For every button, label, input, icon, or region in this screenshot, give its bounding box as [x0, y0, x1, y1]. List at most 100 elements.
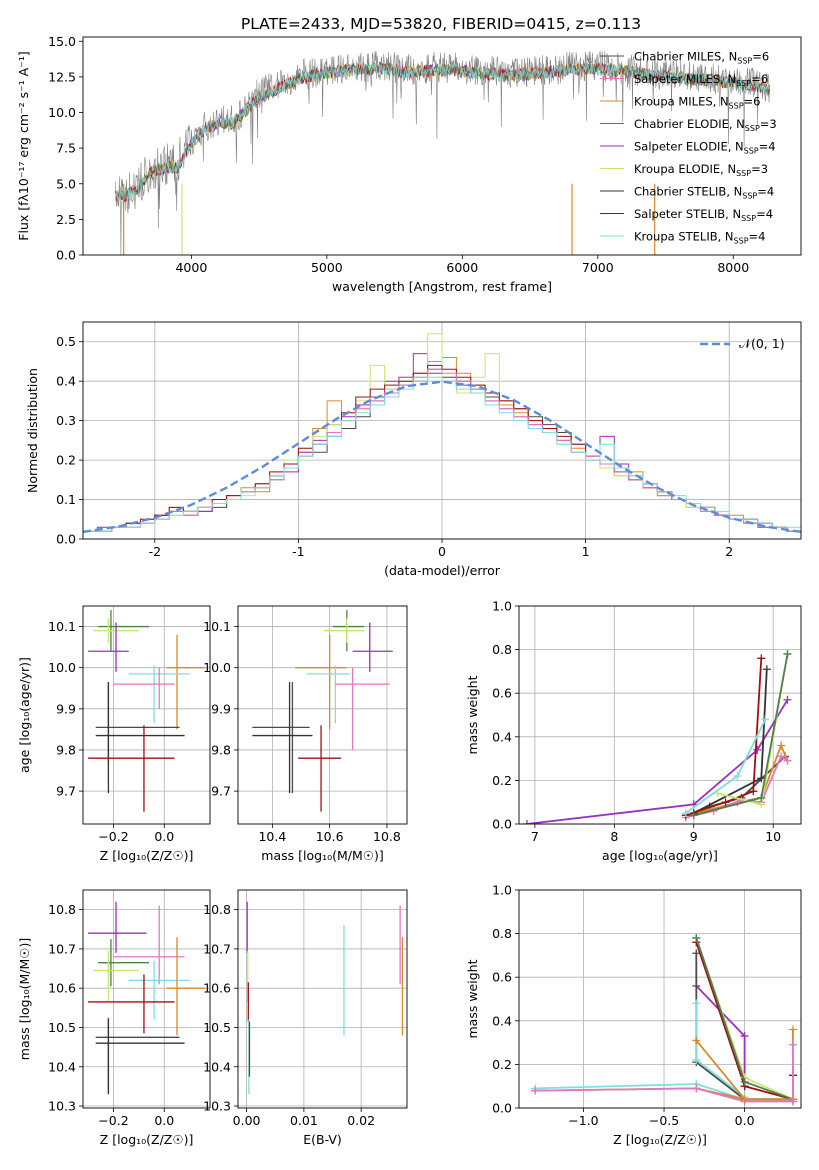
- model-spectrum-line: [115, 61, 771, 202]
- plus-marker: [721, 798, 730, 807]
- y-tick-label: 10.0: [203, 660, 231, 675]
- y-axis-label: age [log₁₀(age/yr)]: [17, 657, 32, 773]
- y-tick-label: 0.2: [492, 773, 512, 788]
- x-axis-label: E(B-V): [303, 1132, 342, 1147]
- x-tick-label: −0.2: [98, 829, 128, 844]
- plus-marker: [757, 654, 766, 663]
- x-tick-label: -1: [292, 544, 304, 559]
- errorbar-point: [95, 1019, 185, 1095]
- x-tick-label: 0.01: [290, 1113, 318, 1128]
- y-tick-label: 0.4: [492, 1013, 512, 1028]
- errorbar-point: [88, 974, 175, 1034]
- axes-frame: [82, 36, 802, 256]
- y-tick-label: 0.0: [492, 1101, 512, 1116]
- x-tick-label: 0.00: [233, 1113, 261, 1128]
- y-tick-label: 0.0: [56, 248, 76, 263]
- plot-area: [246, 901, 404, 1095]
- axes-frame: [82, 605, 211, 825]
- x-tick-label: 5000: [311, 260, 343, 275]
- legend-label: Chabrier STELIB, NSSP=4: [634, 185, 774, 201]
- errorbar-point: [352, 622, 393, 672]
- plus-marker: [681, 809, 690, 818]
- plus-marker: [757, 793, 766, 802]
- plus-marker: [777, 752, 786, 761]
- legend-label: Kroupa ELODIE, NSSP=3: [634, 162, 768, 178]
- y-tick-label: 0.0: [492, 817, 512, 832]
- y-tick-label: 10.5: [203, 1020, 231, 1035]
- y-tick-label: 10.4: [48, 1059, 76, 1074]
- axes-frame: [237, 605, 408, 825]
- x-tick-label: 0.0: [735, 1113, 755, 1128]
- y-tick-label: 10.8: [48, 902, 76, 917]
- panel-mass_vs_ebv: 0.00 0.01 0.02 10.3 10.4 10.5 10.6 10.7 10.8 E(B-…: [203, 889, 408, 1147]
- plus-marker: [733, 772, 742, 781]
- errorbar-point: [323, 618, 365, 644]
- y-tick-label: 0.6: [492, 686, 512, 701]
- axes-frame: [82, 321, 802, 540]
- x-tick-label: −0.2: [98, 1113, 128, 1128]
- x-axis-label: mass [log₁₀(M/M☉)]: [261, 848, 383, 863]
- x-tick-label: 0.02: [347, 1113, 375, 1128]
- plus-marker: [692, 949, 701, 958]
- panel-weight_vs_age: 7 8 9 10 0.0 0.2 0.4 0.6 0.8 1.0 age [log₁₀(age/yr…: [465, 599, 802, 863]
- y-axis-label: mass weight: [465, 959, 480, 1038]
- y-tick-label: 0.8: [492, 926, 512, 941]
- plus-marker: [788, 1025, 797, 1034]
- axes-frame: [237, 889, 408, 1109]
- panel-spectrum: 4000 5000 6000 7000 8000 0.0 2.5 5.0 7.5 10.0 12.5…: [16, 34, 802, 294]
- x-tick-label: 10.4: [258, 829, 286, 844]
- plus-marker: [692, 999, 701, 1008]
- y-tick-label: 0.4: [492, 729, 512, 744]
- x-axis-label: wavelength [Angstrom, rest frame]: [332, 279, 552, 294]
- x-tick-label: −0.5: [649, 1113, 679, 1128]
- y-tick-label: 0.4: [56, 374, 76, 389]
- plus-marker: [740, 1077, 749, 1086]
- plot-area: [252, 610, 393, 812]
- y-tick-label: 9.9: [211, 701, 231, 716]
- x-tick-label: 7000: [582, 260, 614, 275]
- legend-label: 𝒩(0, 1): [739, 336, 785, 351]
- plus-marker: [757, 774, 766, 783]
- plot-area: [88, 901, 205, 1095]
- mass-weight-line: [685, 658, 763, 817]
- legend-label: Salpeter MILES, NSSP=6: [634, 72, 768, 88]
- errorbar-point: [113, 905, 185, 985]
- y-tick-label: 0.2: [492, 1057, 512, 1072]
- y-tick-label: 15.0: [48, 34, 76, 49]
- x-tick-label: 6000: [446, 260, 478, 275]
- y-tick-label: 0.6: [492, 970, 512, 985]
- mass-weight-line: [685, 755, 786, 817]
- y-tick-label: 9.9: [56, 701, 76, 716]
- y-axis-label: mass weight: [465, 675, 480, 754]
- x-tick-label: 8000: [717, 260, 749, 275]
- mass-weight-line: [535, 1087, 793, 1103]
- y-tick-label: 10.4: [203, 1059, 231, 1074]
- y-tick-label: 10.1: [48, 619, 76, 634]
- plot-area: [531, 933, 797, 1106]
- x-tick-label: 7: [531, 829, 539, 844]
- x-tick-label: 8: [610, 829, 618, 844]
- panel-residuals: -2 -1 0 1 2 0.0 0.1 0.2 0.3 0.4 0.5 (data-model)/er…: [25, 321, 802, 578]
- residual-histogram: [83, 376, 801, 539]
- errorbar-point: [335, 667, 390, 750]
- plus-marker: [740, 1095, 749, 1104]
- normal-curve: [83, 380, 801, 534]
- plus-marker: [788, 1097, 797, 1106]
- legend: Chabrier MILES, NSSP=6 Salpeter MILES, NS…: [600, 50, 777, 246]
- x-tick-label: 4000: [175, 260, 207, 275]
- x-tick-label: 0.0: [154, 829, 174, 844]
- plus-marker: [692, 1056, 701, 1065]
- errorbar-point: [252, 682, 313, 794]
- x-tick-label: 0.0: [154, 1113, 174, 1128]
- x-tick-label: −1.0: [568, 1113, 598, 1128]
- y-tick-label: 10.5: [48, 1020, 76, 1035]
- plus-marker: [531, 1086, 540, 1095]
- mass-weight-line: [526, 699, 789, 824]
- y-tick-label: 0.2: [56, 453, 76, 468]
- errorbar-point: [252, 682, 310, 794]
- legend-label: Chabrier ELODIE, NSSP=3: [634, 117, 777, 133]
- y-tick-label: 10.7: [48, 941, 76, 956]
- plus-marker: [692, 933, 701, 942]
- y-tick-label: 10.1: [203, 619, 231, 634]
